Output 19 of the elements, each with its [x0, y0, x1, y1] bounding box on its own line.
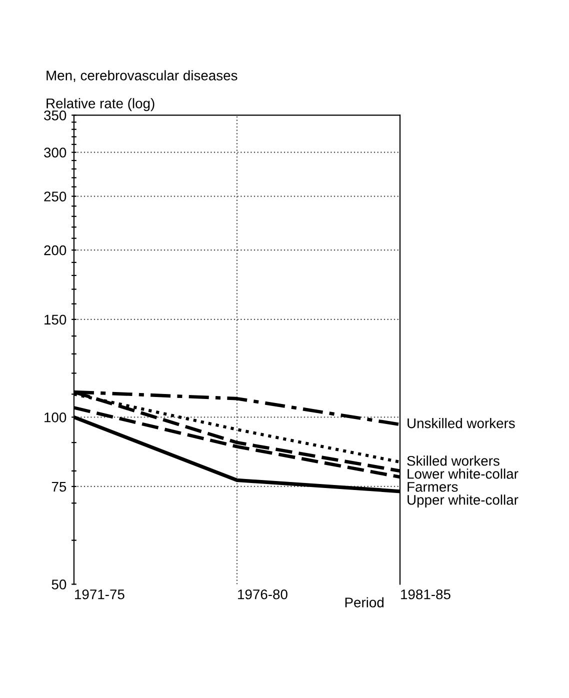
x-axis-title: Period [345, 597, 384, 608]
x-tick-label: 1976-80 [238, 589, 288, 600]
chart-title: Men, cerebrovascular diseases [46, 70, 238, 82]
x-tick-label: 1971-75 [75, 589, 124, 600]
y-tick-label: 300 [44, 148, 66, 158]
series-label: Unskilled workers [408, 418, 515, 428]
y-tick-label: 75 [52, 482, 66, 492]
y-tick-label: 50 [52, 580, 66, 590]
y-tick-label: 350 [44, 110, 66, 120]
x-tick-label: 1981-85 [401, 589, 450, 600]
y-tick-label: 100 [44, 412, 66, 422]
series-label: Upper white-collar [408, 494, 518, 508]
series-label: Farmers [408, 482, 458, 492]
y-tick-label: 200 [44, 245, 66, 256]
series-label: Skilled workers [407, 456, 500, 466]
y-tick-label: 150 [44, 314, 66, 325]
series-label: Lower white-collar [408, 468, 518, 479]
y-tick-label: 250 [44, 192, 66, 202]
y-axis-title: Relative rate (log) [46, 98, 154, 112]
